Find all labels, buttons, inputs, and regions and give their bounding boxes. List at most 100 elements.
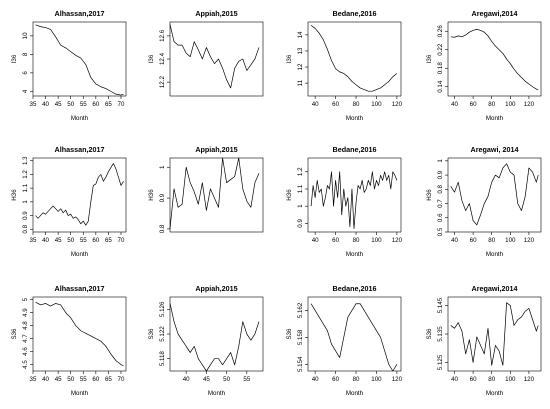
x-tick-label: 70: [118, 237, 125, 244]
y-tick-label: 1.3: [22, 156, 29, 165]
panel-title: Alhassan,2017: [55, 145, 105, 154]
x-tick-label: 100: [371, 101, 382, 108]
y-tick-label: 0.26: [437, 25, 444, 38]
panel-9: Alhassan,2017 35 40 45 50 55 60 65 70 4.5 4.6 4.7 4.…: [11, 284, 127, 397]
x-tick-label: 55: [80, 237, 87, 244]
panel-title: Bedane,2016: [333, 145, 377, 154]
plot-frame: [307, 296, 402, 372]
x-axis-label: Month: [346, 115, 364, 122]
x-tick-label: 40: [42, 237, 49, 244]
x-axis-label: Month: [346, 251, 364, 258]
panel-title: Aregawi, 2014: [471, 145, 519, 154]
y-axis-label: S36: [286, 328, 293, 340]
y-tick-label: 5.135: [437, 326, 444, 342]
x-tick-label: 40: [183, 376, 190, 383]
x-tick-label: 45: [55, 101, 62, 108]
x-tick-label: 40: [42, 376, 49, 383]
x-tick-label: 65: [105, 101, 112, 108]
panel-title: Appiah,2015: [195, 145, 237, 154]
series-line: [35, 163, 124, 226]
y-tick-label: 0.6: [437, 213, 444, 222]
x-tick-label: 60: [332, 237, 339, 244]
y-tick-label: 1.2: [22, 170, 29, 179]
x-tick-label: 100: [505, 237, 516, 244]
x-tick-label: 35: [30, 237, 37, 244]
y-tick-label: 5.122: [159, 326, 166, 342]
x-axis-label: Month: [486, 115, 504, 122]
y-tick-label: 12.4: [159, 52, 166, 65]
x-tick-label: 70: [118, 101, 125, 108]
y-tick-label: 1.1: [297, 184, 304, 193]
x-tick-label: 120: [392, 101, 403, 108]
x-tick-label: 60: [470, 376, 477, 383]
y-tick-label: 4: [22, 89, 29, 93]
plot-frame: [447, 296, 542, 372]
x-tick-label: 70: [118, 376, 125, 383]
y-axis-label: H36: [426, 189, 433, 201]
series-line: [35, 301, 124, 367]
x-tick-label: 80: [353, 101, 360, 108]
x-tick-label: 120: [392, 376, 403, 383]
series-line: [310, 303, 398, 372]
x-axis-label: Month: [71, 115, 89, 122]
plot-frame: [307, 21, 402, 97]
panel-12: Aregawi,2014 40 60 80 100 120 5.125 5.135 5.145 M…: [426, 284, 542, 397]
series-line: [169, 157, 260, 229]
x-tick-label: 50: [67, 101, 74, 108]
panel-10: Appiah,2015 40 45 50 55 5.118 5.122 5.126 Month S…: [148, 284, 264, 397]
y-tick-label: 0.9: [297, 219, 304, 228]
y-tick-label: 5.126: [159, 301, 166, 317]
y-tick-label: 5: [22, 297, 29, 301]
plot-frame: [307, 157, 402, 233]
x-tick-label: 60: [92, 237, 99, 244]
y-tick-label: 0.14: [437, 80, 444, 93]
y-axis-label: I36: [426, 54, 433, 63]
y-tick-label: 5.162: [297, 302, 304, 318]
panel-title: Alhassan,2017: [55, 284, 105, 293]
panel-title: Aregawi,2014: [472, 284, 518, 293]
x-tick-label: 120: [524, 376, 535, 383]
y-tick-label: 0.9: [437, 170, 444, 179]
y-tick-label: 0.5: [437, 227, 444, 236]
y-tick-label: 5.118: [159, 351, 166, 367]
x-axis-label: Month: [208, 390, 226, 397]
panel-2: Appiah,2015 12.2 12.4 12.6 I36: [148, 9, 264, 97]
x-tick-label: 40: [451, 376, 458, 383]
y-tick-label: 1: [22, 200, 29, 204]
x-tick-label: 60: [332, 101, 339, 108]
plot-frame: [32, 296, 127, 372]
panel-1: Alhassan,2017 35 40 45 50 55 60 65 70 4 6 8 10 Month I…: [11, 9, 127, 122]
y-tick-label: 1: [437, 159, 444, 163]
x-tick-label: 50: [67, 237, 74, 244]
panel-4: Aregawi,2014 40 60 80 100 120 0.14 0.18 0.22 0.26…: [426, 9, 542, 122]
series-line: [450, 163, 539, 226]
y-tick-label: 1: [159, 165, 166, 169]
x-tick-label: 120: [392, 237, 403, 244]
x-tick-label: 80: [488, 376, 495, 383]
y-tick-label: 5.154: [297, 356, 304, 372]
x-axis-label: Month: [486, 390, 504, 397]
panel-6: Appiah,2015 0.8 0.9 1 H36: [148, 145, 264, 233]
x-tick-label: 80: [488, 101, 495, 108]
x-axis-label: Month: [346, 390, 364, 397]
panel-7: Bedane,2016 40 60 80 100 120 0.9 1 1.1 1.2 Month H3…: [286, 145, 403, 258]
y-tick-label: 8: [22, 52, 29, 56]
x-tick-label: 60: [92, 376, 99, 383]
y-tick-label: 4.6: [22, 347, 29, 356]
x-tick-label: 45: [203, 376, 210, 383]
x-tick-label: 100: [371, 376, 382, 383]
y-tick-label: 0.22: [437, 43, 444, 56]
y-tick-label: 0.8: [437, 184, 444, 193]
panel-title: Alhassan,2017: [55, 9, 105, 18]
series-line: [310, 171, 398, 229]
x-tick-label: 40: [42, 101, 49, 108]
y-tick-label: 5.158: [297, 329, 304, 345]
y-tick-label: 4.5: [22, 360, 29, 369]
x-tick-label: 35: [30, 376, 37, 383]
y-tick-label: 12.6: [159, 29, 166, 42]
x-tick-label: 40: [312, 376, 319, 383]
panel-11: Bedane,2016 40 60 80 100 120 5.154 5.158 5.162 Mo…: [286, 284, 403, 397]
y-tick-label: 6: [22, 71, 29, 75]
panel-3: Bedane,2016 40 60 80 100 120 11 12 13 14 Month I36: [286, 9, 403, 122]
y-tick-label: 12.2: [159, 76, 166, 89]
